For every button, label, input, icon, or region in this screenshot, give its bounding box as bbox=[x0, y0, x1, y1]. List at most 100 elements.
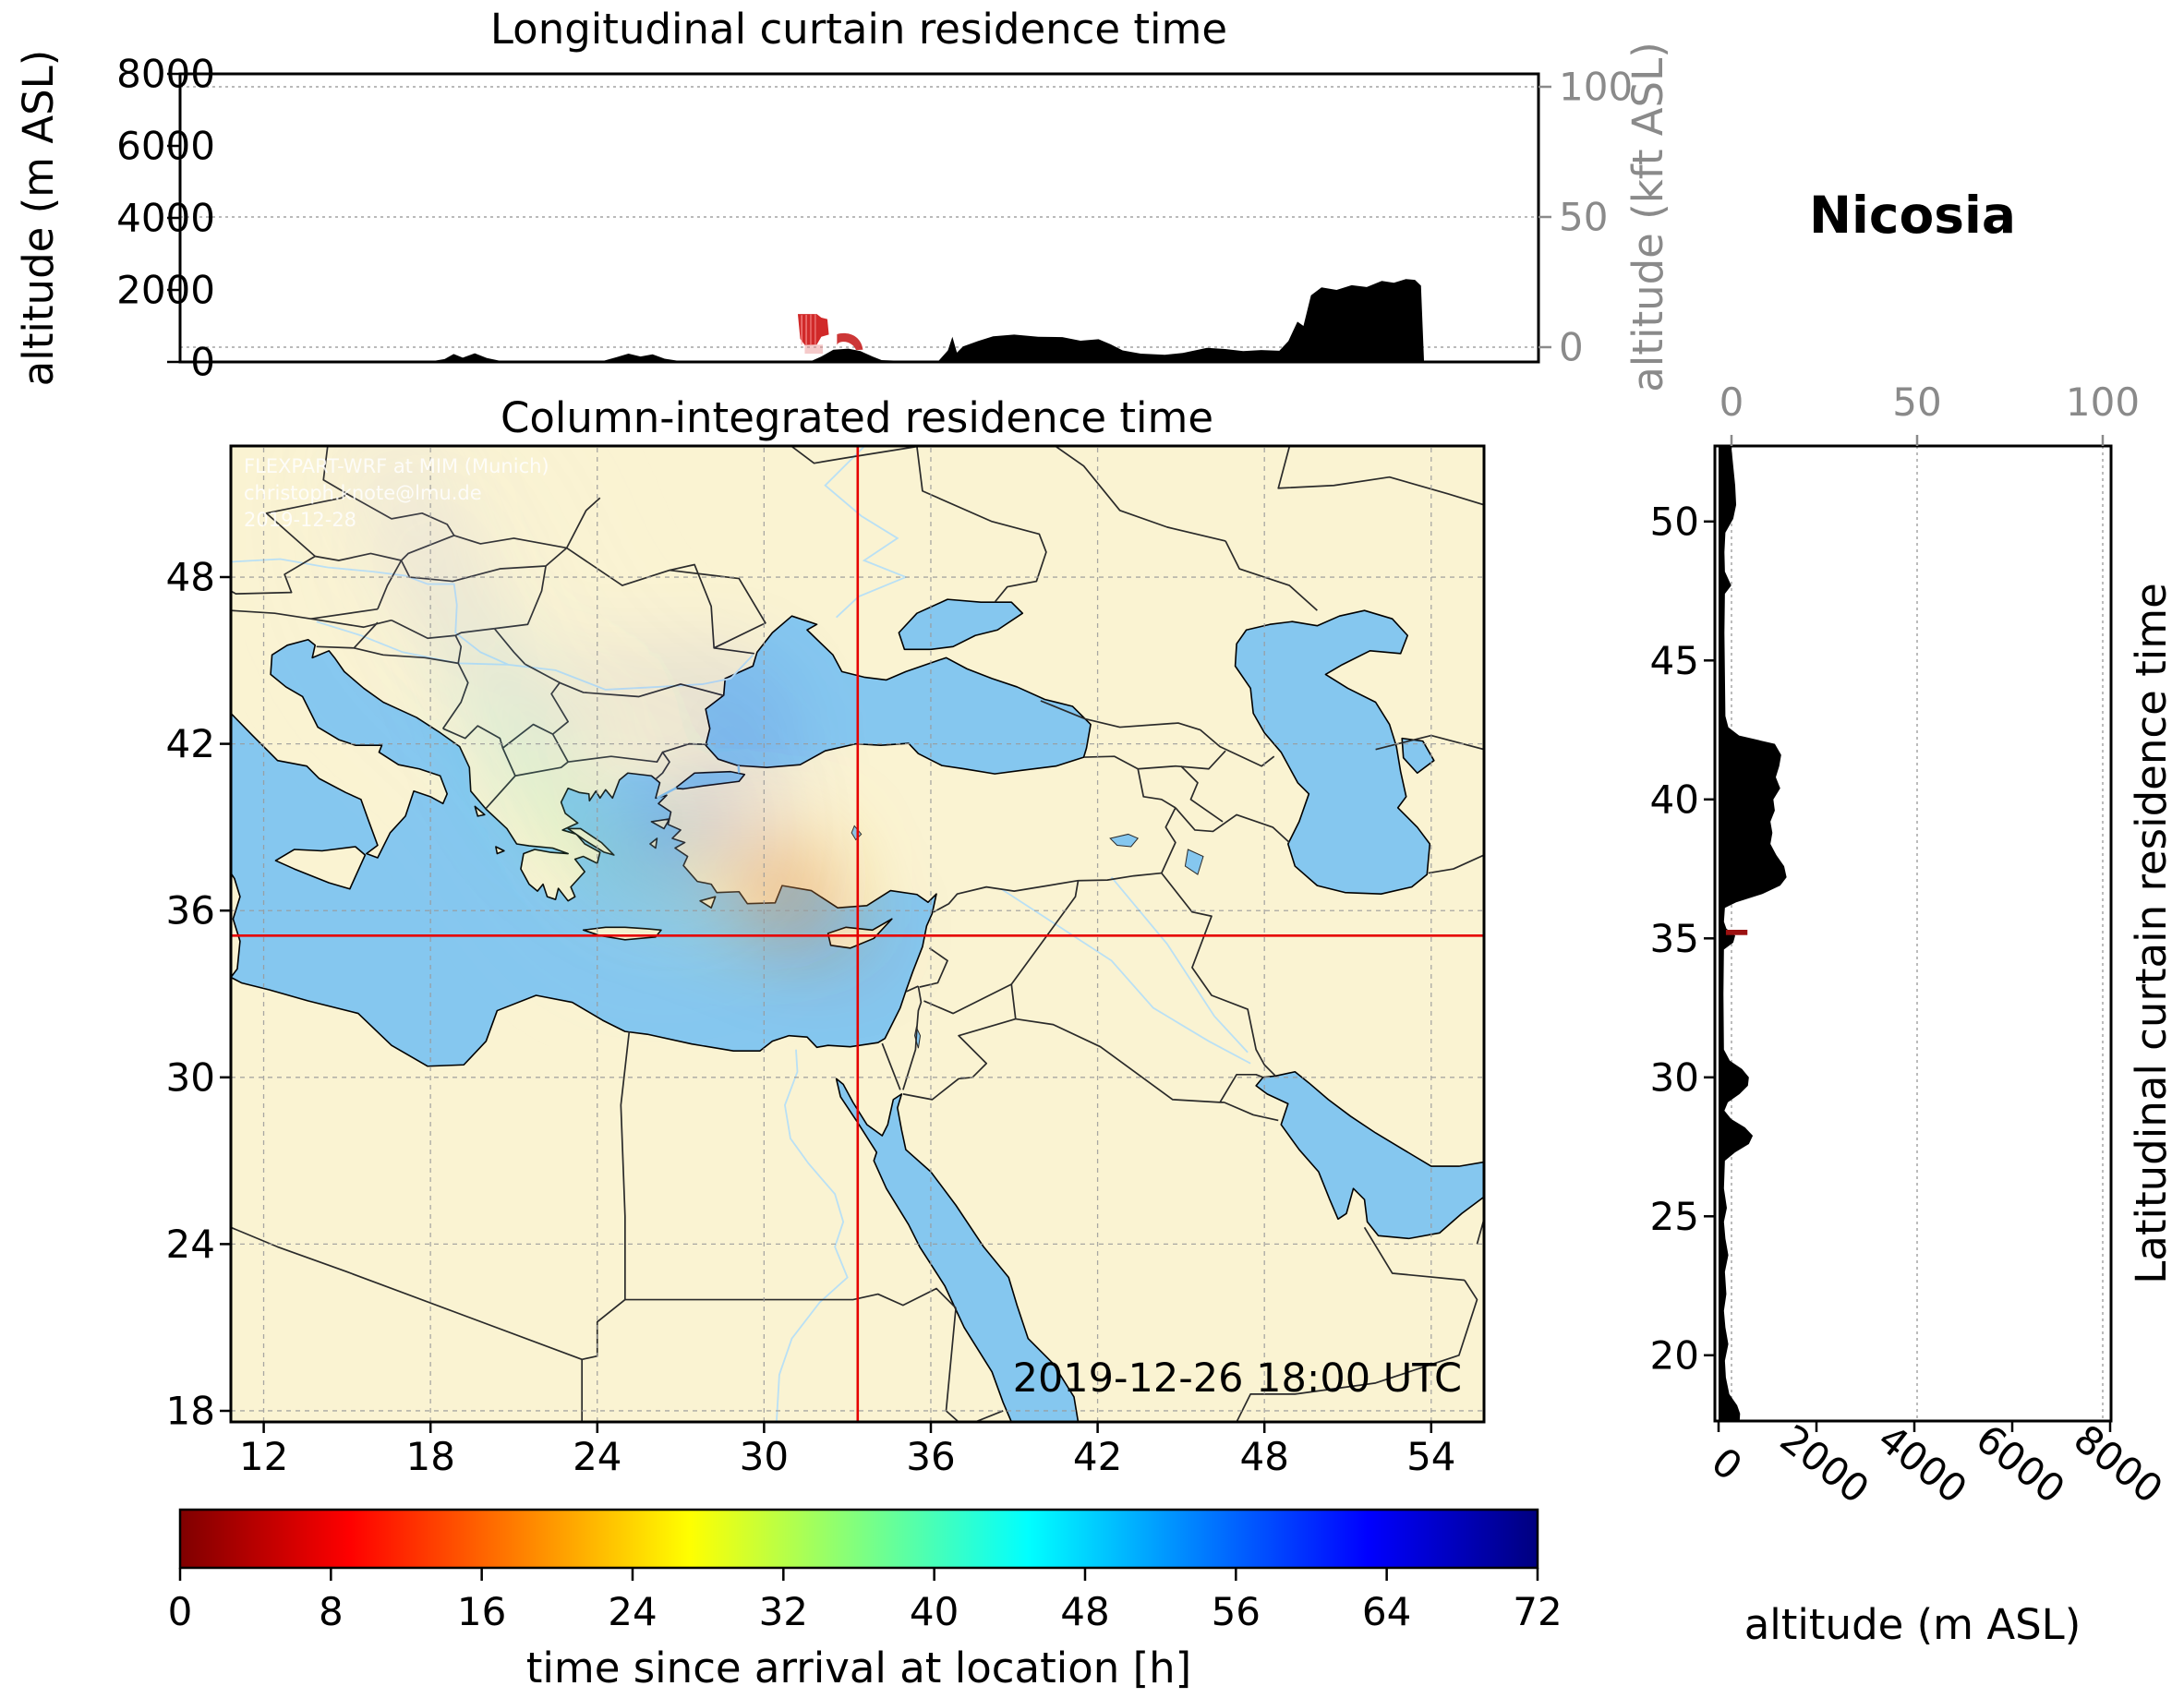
map-y-axis-label: 42 bbox=[166, 721, 215, 766]
rp-y-axis-label: 35 bbox=[1650, 916, 1699, 961]
colorbar-axis-label: 64 bbox=[1362, 1589, 1411, 1634]
sicily bbox=[275, 847, 365, 889]
rp-bottom-axis-label: 8000 bbox=[2066, 1415, 2171, 1511]
rp-y-axis-label: 20 bbox=[1650, 1332, 1699, 1378]
top-left-axis-label: 2000 bbox=[116, 268, 215, 313]
rp-y-axis-label: 40 bbox=[1650, 777, 1699, 822]
map-x-axis-label: 54 bbox=[1406, 1434, 1455, 1479]
map-timestamp: 2019-12-26 18:00 UTC bbox=[1013, 1355, 1462, 1402]
rp-bottom-axis-label: 6000 bbox=[1968, 1415, 2073, 1511]
map-panel: Column-integrated residence time bbox=[166, 393, 1486, 1479]
map-y-axis-label: 36 bbox=[166, 888, 215, 933]
top-right-axis-label: 0 bbox=[1559, 325, 1584, 370]
rp-top-axis-label: 50 bbox=[1892, 379, 1941, 425]
persian-gulf bbox=[1256, 1072, 1484, 1239]
black-sea bbox=[706, 616, 1091, 774]
map bbox=[231, 446, 1484, 1422]
map-gridlines bbox=[231, 446, 1484, 1422]
bosphorus-strait bbox=[739, 765, 740, 773]
top-left-axis-label: 6000 bbox=[116, 124, 215, 169]
map-y-axis-label: 18 bbox=[166, 1389, 215, 1434]
top-left-axis: 0 2000 4000 6000 8000 bbox=[116, 52, 215, 385]
station-title: Nicosia bbox=[1809, 186, 2016, 245]
longitudinal-curtain-plot bbox=[180, 279, 1538, 362]
terrain-profile-longitudinal bbox=[180, 279, 1538, 362]
lake-urmia bbox=[1185, 849, 1203, 874]
rp-bottom-axis-label: 4000 bbox=[1870, 1415, 1975, 1511]
watermark-line2: christoph.knote@lmu.de bbox=[244, 482, 482, 504]
map-x-axis-label: 12 bbox=[239, 1434, 288, 1479]
rp-top-axis-label: 100 bbox=[2066, 379, 2140, 425]
rp-y-axis: 20 25 30 35 40 45 50 bbox=[1650, 499, 1715, 1378]
colorbar-axis-label: 72 bbox=[1513, 1589, 1562, 1634]
map-x-axis-label: 42 bbox=[1073, 1434, 1122, 1479]
top-right-axis-label: 50 bbox=[1559, 195, 1608, 240]
lake-van bbox=[1110, 834, 1138, 847]
rp-right-label: Latitudinal curtain residence time bbox=[2127, 583, 2176, 1284]
top-left-axis-label: 8000 bbox=[116, 52, 215, 97]
dnieper-river bbox=[826, 447, 906, 618]
map-x-axis-label: 30 bbox=[740, 1434, 789, 1479]
top-panel: Longitudinal curtain residence time 0 200… bbox=[14, 5, 1672, 392]
right-panel-frame bbox=[1713, 444, 2113, 1423]
colorbar: 0 8 16 24 32 40 48 56 64 72 time since arrival at… bbox=[168, 1508, 1563, 1692]
map-watermark: FLEXPART-WRF at MIM (Munich) christoph.k… bbox=[244, 455, 549, 531]
rp-top-axis-label: 0 bbox=[1719, 379, 1744, 425]
rp-bottom-axis-label: 0 bbox=[1703, 1439, 1750, 1489]
rp-top-axis: 0 50 100 bbox=[1719, 379, 2140, 446]
rp-bottom-axis-label: 2000 bbox=[1772, 1415, 1877, 1511]
colorbar-axis-label: 32 bbox=[759, 1589, 808, 1634]
colorbar-label: time since arrival at location [h] bbox=[526, 1644, 1191, 1692]
map-y-axis-label: 24 bbox=[166, 1222, 215, 1267]
caspian-sea bbox=[1236, 610, 1430, 894]
map-x-axis-label: 24 bbox=[573, 1434, 621, 1479]
residence-red-cell-latitudinal bbox=[1725, 929, 1748, 935]
sea-of-azov bbox=[899, 599, 1022, 649]
map-title: Column-integrated residence time bbox=[501, 393, 1213, 442]
watermark-line1: FLEXPART-WRF at MIM (Munich) bbox=[244, 455, 549, 477]
kara-bogaz-gol bbox=[1402, 739, 1434, 774]
corfu bbox=[475, 806, 485, 816]
colorbar-axis: 0 8 16 24 32 40 48 56 64 72 bbox=[168, 1568, 1563, 1634]
colorbar-axis-label: 8 bbox=[319, 1589, 344, 1634]
colorbar-frame bbox=[178, 1508, 1539, 1570]
map-x-axis-label: 18 bbox=[405, 1434, 454, 1479]
kefalonia bbox=[496, 847, 504, 854]
top-left-axis-label: 4000 bbox=[116, 196, 215, 241]
colorbar-axis-label: 0 bbox=[168, 1589, 193, 1634]
top-right-axis: 0 50 100 bbox=[1538, 65, 1633, 370]
rp-y-axis-label: 25 bbox=[1650, 1194, 1699, 1239]
map-y-axis-label: 30 bbox=[166, 1054, 215, 1100]
map-x-axis-label: 36 bbox=[906, 1434, 955, 1479]
top-left-axis-label: 0 bbox=[190, 340, 215, 385]
colorbar-axis-label: 24 bbox=[608, 1589, 657, 1634]
latitudinal-curtain-plot bbox=[1718, 446, 1787, 1422]
top-ylabel-right: altitude (kft ASL) bbox=[1623, 42, 1672, 392]
watermark-line3: 2019-12-28 bbox=[244, 509, 356, 531]
residence-red-cells-longitudinal bbox=[798, 314, 863, 355]
map-y-axis-label: 48 bbox=[166, 555, 215, 600]
colorbar-axis-label: 40 bbox=[910, 1589, 959, 1634]
colorbar-gradient bbox=[180, 1510, 1538, 1568]
map-frame bbox=[229, 444, 1486, 1424]
top-ylabel-left: altitude (m ASL) bbox=[14, 50, 63, 387]
red-sea bbox=[837, 1078, 1079, 1422]
map-y-axis: 18 24 30 36 42 48 bbox=[166, 555, 231, 1434]
colorbar-axis-label: 56 bbox=[1212, 1589, 1261, 1634]
euphrates-river bbox=[1000, 888, 1250, 1064]
rp-xlabel: altitude (m ASL) bbox=[1744, 1600, 2081, 1649]
top-panel-title: Longitudinal curtain residence time bbox=[490, 5, 1227, 54]
rp-y-axis-label: 50 bbox=[1650, 499, 1699, 544]
rp-y-axis-label: 30 bbox=[1650, 1054, 1699, 1100]
crosshair bbox=[231, 446, 1484, 1422]
colorbar-axis-label: 48 bbox=[1060, 1589, 1109, 1634]
map-x-axis: 12 18 24 30 36 42 48 54 bbox=[239, 1422, 1456, 1479]
colorbar-axis-label: 16 bbox=[457, 1589, 506, 1634]
map-x-axis-label: 48 bbox=[1239, 1434, 1288, 1479]
nile-river bbox=[777, 1050, 848, 1422]
rp-y-axis-label: 45 bbox=[1650, 638, 1699, 683]
top-right-axis-label: 100 bbox=[1559, 65, 1633, 110]
